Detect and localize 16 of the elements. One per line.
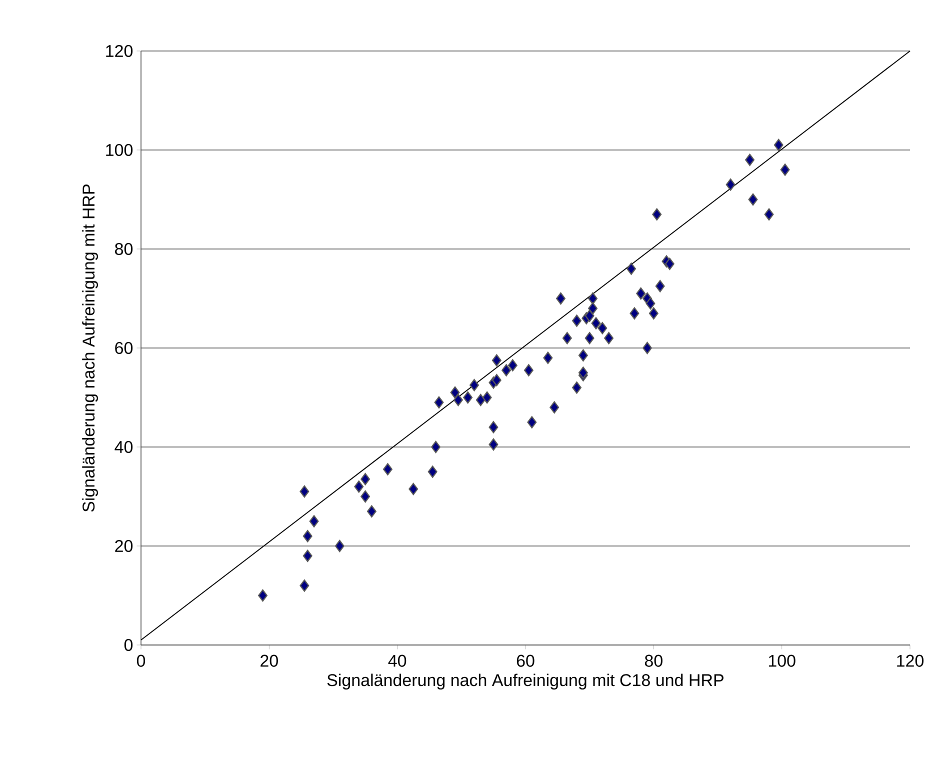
y-tick-label: 100 (106, 144, 133, 156)
y-tick-label: 80 (115, 242, 133, 256)
y-axis-title: Signaländerung nach Aufreinigung mit HRP (82, 184, 98, 512)
x-tick-label: 0 (136, 654, 146, 667)
x-tick-label: 40 (388, 654, 406, 667)
y-tick-label: 0 (124, 638, 133, 652)
y-tick-label: 120 (106, 44, 133, 58)
y-tick-label: 60 (115, 342, 133, 354)
x-tick-label: 80 (644, 654, 662, 667)
y-tick-label: 40 (114, 440, 133, 454)
x-tick-label: 60 (516, 654, 534, 667)
y-tick-label: 20 (115, 540, 133, 552)
x-tick-label: 20 (260, 654, 278, 667)
x-tick-label: 120 (897, 654, 924, 667)
x-tick-label: 100 (768, 654, 796, 667)
x-axis-title: Signaländerung nach Aufreinigung mit C18 und HRP (327, 674, 724, 690)
